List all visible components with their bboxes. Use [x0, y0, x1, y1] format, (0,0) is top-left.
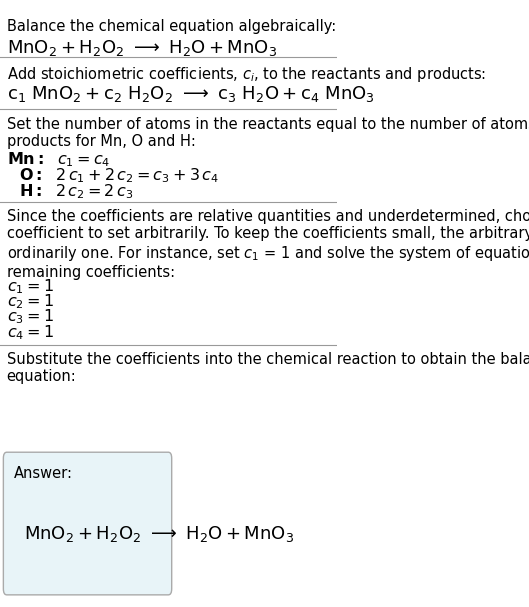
Text: $c_3 = 1$: $c_3 = 1$ — [7, 308, 53, 327]
Text: Answer:: Answer: — [13, 466, 72, 481]
Text: Balance the chemical equation algebraically:: Balance the chemical equation algebraica… — [7, 19, 336, 35]
Text: $c_4 = 1$: $c_4 = 1$ — [7, 323, 53, 342]
Text: $\mathrm{MnO_2 + H_2O_2 \ \longrightarrow \ H_2O + MnO_3}$: $\mathrm{MnO_2 + H_2O_2 \ \longrightarro… — [7, 38, 277, 58]
Text: $\mathbf{Mn:}$  $c_1 = c_4$: $\mathbf{Mn:}$ $c_1 = c_4$ — [7, 151, 110, 169]
Text: Set the number of atoms in the reactants equal to the number of atoms in the
pro: Set the number of atoms in the reactants… — [7, 117, 529, 149]
Text: $c_1 = 1$: $c_1 = 1$ — [7, 277, 53, 296]
Text: $\mathrm{c_1\ MnO_2 + c_2\ H_2O_2 \ \longrightarrow \ c_3\ H_2O + c_4\ MnO_3}$: $\mathrm{c_1\ MnO_2 + c_2\ H_2O_2 \ \lon… — [7, 84, 375, 104]
Text: Add stoichiometric coefficients, $c_i$, to the reactants and products:: Add stoichiometric coefficients, $c_i$, … — [7, 65, 486, 84]
Text: $\mathbf{H:}$  $2\,c_2 = 2\,c_3$: $\mathbf{H:}$ $2\,c_2 = 2\,c_3$ — [19, 182, 133, 201]
Text: Since the coefficients are relative quantities and underdetermined, choose a
coe: Since the coefficients are relative quan… — [7, 209, 529, 280]
Text: $\mathrm{MnO_2 + H_2O_2 \ \longrightarrow \ H_2O + MnO_3}$: $\mathrm{MnO_2 + H_2O_2 \ \longrightarro… — [24, 524, 294, 544]
Text: $c_2 = 1$: $c_2 = 1$ — [7, 293, 53, 311]
Text: $\mathbf{O:}$  $2\,c_1 + 2\,c_2 = c_3 + 3\,c_4$: $\mathbf{O:}$ $2\,c_1 + 2\,c_2 = c_3 + 3… — [19, 166, 218, 185]
Text: Substitute the coefficients into the chemical reaction to obtain the balanced
eq: Substitute the coefficients into the che… — [7, 352, 529, 384]
FancyBboxPatch shape — [3, 452, 172, 595]
